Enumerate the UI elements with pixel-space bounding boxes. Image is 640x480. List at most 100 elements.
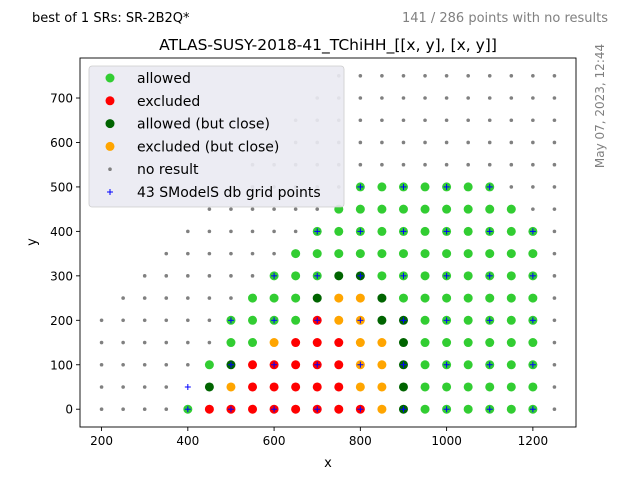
point-grid-point — [271, 272, 278, 279]
point-allowed — [334, 249, 344, 259]
point-grid-point — [271, 406, 278, 413]
point-grid-point — [443, 361, 450, 368]
point-no-result — [531, 96, 535, 100]
point-allowed — [485, 249, 495, 259]
point-allowed — [506, 382, 516, 392]
y-tick-label: 700 — [50, 92, 73, 106]
legend-label-allowed-close: allowed (but close) — [137, 117, 270, 133]
point-excluded-close — [269, 338, 279, 348]
point-grid-point — [227, 361, 234, 368]
point-no-result — [531, 140, 535, 145]
point-no-result — [552, 162, 557, 167]
point-no-result — [509, 73, 514, 78]
point-no-result — [509, 140, 514, 145]
point-no-result — [531, 73, 535, 78]
point-grid-point — [529, 228, 536, 235]
point-no-result — [444, 118, 449, 123]
point-no-result — [487, 140, 492, 145]
point-no-result — [207, 340, 212, 345]
point-no-result — [142, 296, 147, 300]
point-allowed — [248, 338, 258, 348]
point-no-result — [207, 274, 212, 278]
point-grid-point — [486, 183, 493, 190]
point-no-result — [552, 296, 557, 300]
point-excluded — [334, 382, 344, 392]
point-no-result — [444, 140, 449, 145]
point-grid-point — [271, 317, 278, 324]
y-tick-label: 400 — [50, 225, 73, 239]
x-tick-label: 1000 — [431, 434, 462, 448]
point-allowed — [377, 271, 387, 281]
point-allowed — [506, 360, 516, 370]
point-excluded — [312, 382, 322, 392]
point-grid-point — [357, 272, 364, 279]
point-no-result — [186, 229, 190, 234]
point-no-result — [121, 318, 125, 323]
point-no-result — [186, 251, 190, 256]
legend-label-grid-point: 43 SModelS db grid points — [137, 185, 321, 201]
legend-marker-grid-point — [107, 189, 113, 195]
legend-box — [88, 65, 345, 208]
point-no-result — [358, 162, 363, 167]
legend-label-no-result: no result — [137, 162, 199, 178]
point-no-result — [272, 229, 276, 234]
point-no-result — [466, 162, 470, 167]
point-grid-point — [357, 406, 364, 413]
point-no-result — [423, 96, 427, 100]
point-no-result — [142, 407, 147, 412]
point-no-result — [552, 140, 557, 145]
point-no-result — [509, 162, 514, 167]
point-no-result — [250, 251, 255, 256]
point-allowed-close — [377, 293, 387, 303]
point-allowed — [420, 182, 430, 192]
point-allowed — [463, 226, 473, 236]
point-grid-point — [486, 228, 493, 235]
point-allowed — [463, 249, 473, 259]
point-no-result — [99, 340, 104, 345]
legend-marker-no-result — [108, 167, 112, 171]
y-tick-label: 0 — [65, 403, 73, 417]
point-allowed — [506, 226, 516, 236]
point-excluded-close — [334, 315, 344, 325]
point-allowed — [226, 338, 236, 348]
point-grid-point — [400, 361, 407, 368]
point-no-result — [121, 296, 125, 300]
y-axis-label: y — [25, 238, 40, 246]
point-allowed-close — [398, 338, 408, 348]
point-no-result — [380, 118, 384, 123]
point-excluded-close — [334, 293, 344, 303]
point-no-result — [164, 251, 169, 256]
point-no-result — [229, 274, 233, 278]
point-allowed — [463, 182, 473, 192]
point-no-result — [487, 162, 492, 167]
point-allowed — [248, 315, 258, 325]
point-grid-point — [357, 361, 364, 368]
point-no-result — [552, 207, 557, 211]
point-allowed — [506, 249, 516, 259]
point-allowed — [506, 338, 516, 348]
point-excluded-close — [377, 338, 387, 348]
point-allowed — [420, 382, 430, 392]
point-allowed — [528, 293, 538, 303]
point-grid-point — [314, 272, 321, 279]
point-excluded-close — [355, 382, 365, 392]
header-no-results: 141 / 286 points with no results — [401, 11, 608, 26]
point-allowed — [442, 382, 452, 392]
point-no-result — [164, 407, 169, 412]
point-grid-point — [486, 361, 493, 368]
point-excluded — [291, 360, 301, 370]
point-allowed — [377, 204, 387, 214]
point-grid-point — [400, 317, 407, 324]
point-grid-point — [529, 272, 536, 279]
point-no-result — [401, 73, 406, 78]
point-no-result — [552, 73, 557, 78]
point-allowed — [485, 204, 495, 214]
point-allowed — [420, 271, 430, 281]
point-no-result — [552, 385, 557, 389]
point-allowed — [463, 204, 473, 214]
point-no-result — [509, 185, 514, 189]
point-grid-point — [400, 406, 407, 413]
point-allowed-close — [334, 271, 344, 281]
point-allowed — [463, 271, 473, 281]
point-no-result — [552, 118, 557, 123]
